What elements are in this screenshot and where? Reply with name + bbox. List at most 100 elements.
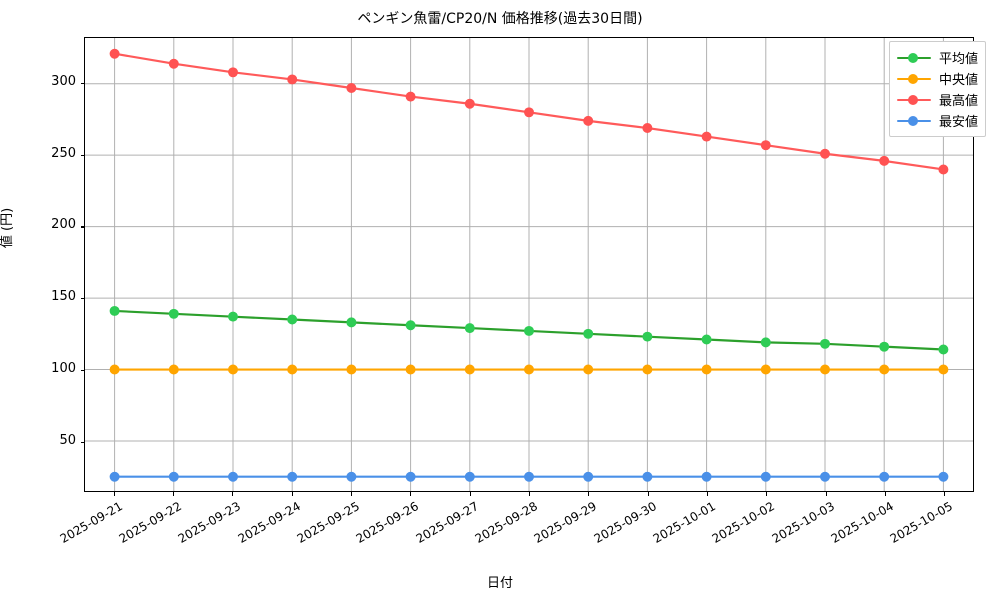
x-tick-mark	[766, 492, 768, 496]
data-point	[464, 364, 475, 375]
chart-legend: 平均値中央値最高値最安値	[888, 41, 986, 137]
x-tick-mark	[113, 492, 115, 496]
x-tick-mark	[351, 492, 353, 496]
data-point	[583, 115, 594, 126]
data-point	[228, 311, 238, 322]
data-point	[346, 471, 357, 482]
y-tick-label: 300	[51, 73, 76, 89]
y-tick-label: 50	[59, 432, 76, 448]
data-point	[346, 364, 357, 375]
data-point	[109, 305, 120, 316]
data-point	[642, 331, 653, 342]
legend-label: 最高値	[938, 94, 978, 109]
data-point	[760, 471, 771, 482]
data-point	[524, 325, 534, 336]
legend-marker-icon	[896, 114, 932, 128]
data-point	[701, 334, 712, 345]
data-point	[228, 364, 238, 375]
y-axis-label-wrap: 値 (円)	[0, 0, 23, 600]
x-tick-mark	[469, 492, 471, 496]
y-axis-label: 値 (円)	[0, 207, 15, 249]
y-tick-mark	[80, 369, 84, 372]
legend-marker-icon	[896, 93, 932, 107]
data-point	[524, 471, 534, 482]
data-point	[464, 323, 475, 334]
data-point	[109, 48, 120, 59]
x-tick-mark	[885, 492, 887, 496]
data-point	[642, 123, 653, 134]
x-tick-mark	[410, 492, 412, 496]
data-point	[701, 131, 712, 142]
x-tick-mark	[291, 492, 293, 496]
data-point	[583, 364, 594, 375]
data-point	[879, 341, 890, 352]
y-tick-mark	[80, 82, 84, 85]
data-point	[879, 155, 890, 166]
data-point	[287, 314, 298, 325]
x-tick-mark	[529, 492, 531, 496]
data-point	[109, 364, 120, 375]
y-tick-label: 200	[51, 217, 76, 233]
data-point	[346, 317, 357, 328]
legend-item-1[interactable]: 中央値	[896, 68, 978, 89]
data-point	[583, 328, 594, 339]
data-point	[938, 344, 949, 355]
x-tick-mark	[173, 492, 175, 496]
data-point	[760, 337, 771, 348]
data-point	[524, 107, 534, 118]
y-tick-mark	[80, 441, 84, 443]
data-point	[938, 471, 949, 482]
legend-label: 最安値	[938, 115, 978, 130]
legend-item-3[interactable]: 最安値	[896, 110, 978, 131]
data-point	[701, 364, 712, 375]
legend-label: 中央値	[938, 73, 978, 88]
data-point	[820, 471, 830, 482]
data-point	[287, 364, 298, 375]
data-point	[760, 140, 771, 151]
data-point	[879, 364, 890, 375]
y-tick-mark	[80, 226, 84, 228]
data-point	[287, 74, 298, 85]
data-point	[760, 364, 771, 375]
legend-item-0[interactable]: 平均値	[896, 47, 978, 68]
x-tick-mark	[647, 492, 649, 496]
x-tick-mark	[707, 492, 709, 496]
y-tick-label: 100	[51, 360, 76, 376]
y-tick-label: 150	[51, 289, 76, 305]
data-point	[583, 471, 594, 482]
data-point	[642, 471, 653, 482]
data-point	[464, 98, 475, 109]
x-axis-label: 日付	[486, 576, 513, 591]
data-point	[405, 364, 416, 375]
data-point	[405, 91, 416, 102]
data-point	[820, 364, 830, 375]
data-point	[168, 308, 179, 319]
y-tick-label: 250	[51, 145, 76, 161]
legend-item-2[interactable]: 最高値	[896, 89, 978, 110]
x-tick-mark	[588, 492, 590, 496]
x-tick-mark	[232, 492, 234, 496]
x-tick-mark	[825, 492, 827, 496]
data-point	[168, 364, 179, 375]
data-point	[879, 471, 890, 482]
series-lines	[109, 48, 949, 482]
y-tick-mark	[80, 298, 84, 300]
x-tick-mark	[944, 492, 946, 496]
data-point	[168, 58, 179, 69]
plot-area	[84, 37, 974, 492]
data-point	[938, 364, 949, 375]
data-point	[405, 320, 416, 331]
data-point	[642, 364, 653, 375]
data-point	[820, 338, 830, 349]
data-point	[228, 67, 238, 78]
data-point	[228, 471, 238, 482]
legend-label: 平均値	[938, 52, 978, 67]
chart-title: ペンギン魚雷/CP20/N 価格推移(過去30日間)	[357, 11, 643, 27]
data-point	[405, 471, 416, 482]
grid-lines	[85, 38, 973, 491]
data-point	[938, 164, 949, 175]
data-point	[168, 471, 179, 482]
data-point	[701, 471, 712, 482]
legend-marker-icon	[896, 51, 932, 65]
